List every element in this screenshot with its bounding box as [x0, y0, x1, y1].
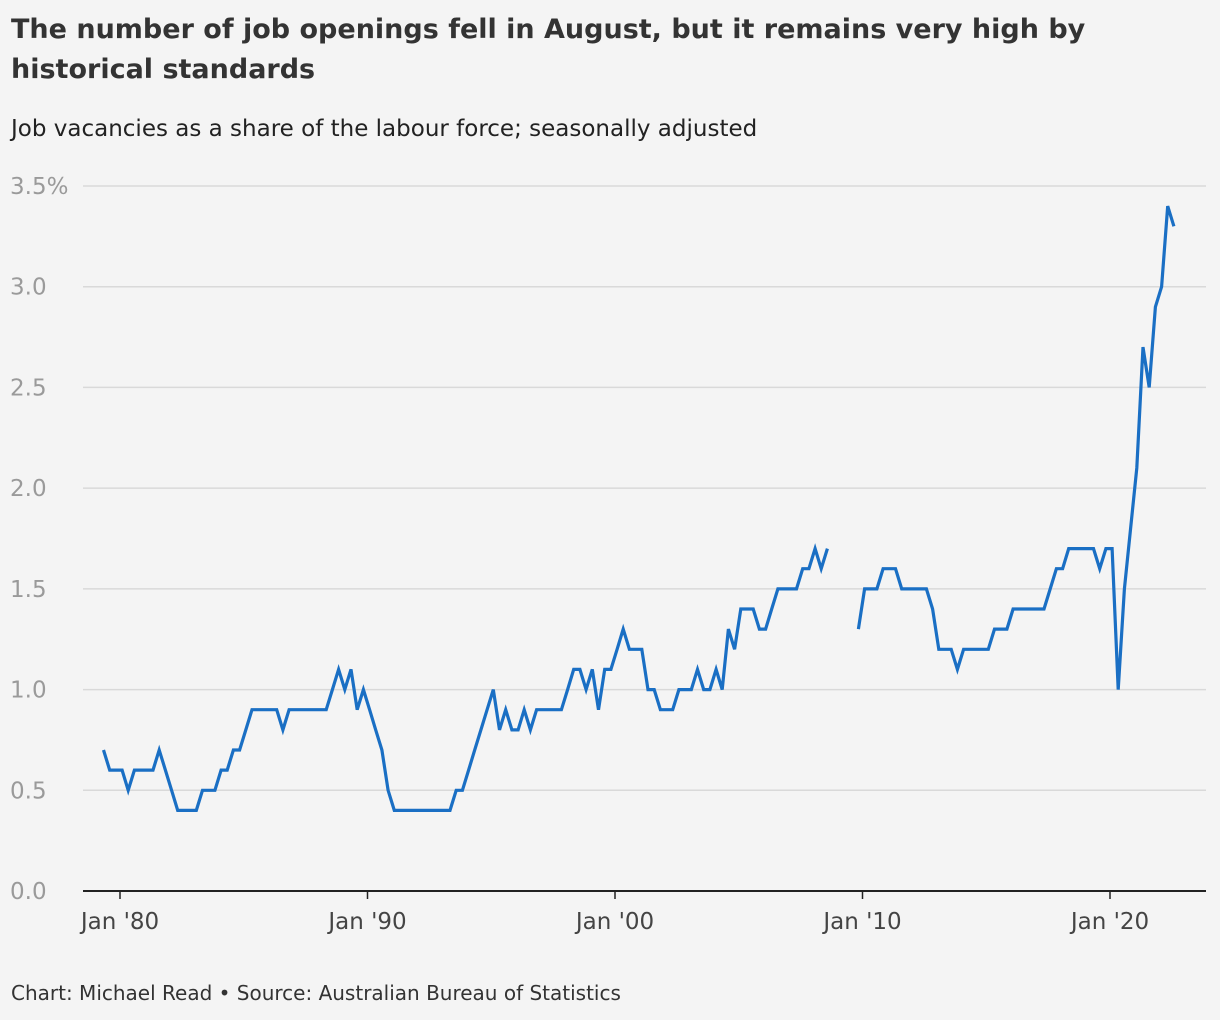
y-tick-label: 1.5 — [10, 577, 47, 603]
y-tick-label: 3.5% — [10, 174, 68, 200]
series-layer — [101, 205, 1176, 812]
x-axis-ticks: Jan '80 Jan '90 Jan '00 Jan '10 Jan '20 — [79, 891, 1149, 935]
x-tick-label: Jan '20 — [1069, 909, 1149, 935]
gridlines — [83, 185, 1206, 792]
x-tick-label: Jan '00 — [574, 909, 654, 935]
x-tick-label: Jan '80 — [79, 909, 159, 935]
x-tick-label: Jan '90 — [326, 909, 406, 935]
series-line — [856, 205, 1176, 690]
y-tick-label: 0.0 — [10, 879, 47, 905]
y-tick-label: 2.0 — [10, 476, 47, 502]
series-line — [101, 543, 829, 812]
chart-subtitle: Job vacancies as a share of the labour f… — [11, 116, 758, 142]
chart-title: The number of job openings fell in Augus… — [11, 14, 1086, 85]
y-axis-ticks: 0.0 0.5 1.0 1.5 2.0 2.5 3.0 3.5% — [10, 174, 68, 905]
y-tick-label: 1.0 — [10, 678, 47, 704]
chart-footer: Chart: Michael Read • Source: Australian… — [11, 981, 621, 1005]
y-tick-label: 2.5 — [10, 375, 47, 401]
y-tick-label: 0.5 — [10, 778, 47, 804]
x-tick-label: Jan '10 — [821, 909, 901, 935]
line-chart: 0.0 0.5 1.0 1.5 2.0 2.5 3.0 3.5% Jan '80 Jan '90… — [10, 174, 1206, 935]
y-tick-label: 3.0 — [10, 275, 47, 301]
